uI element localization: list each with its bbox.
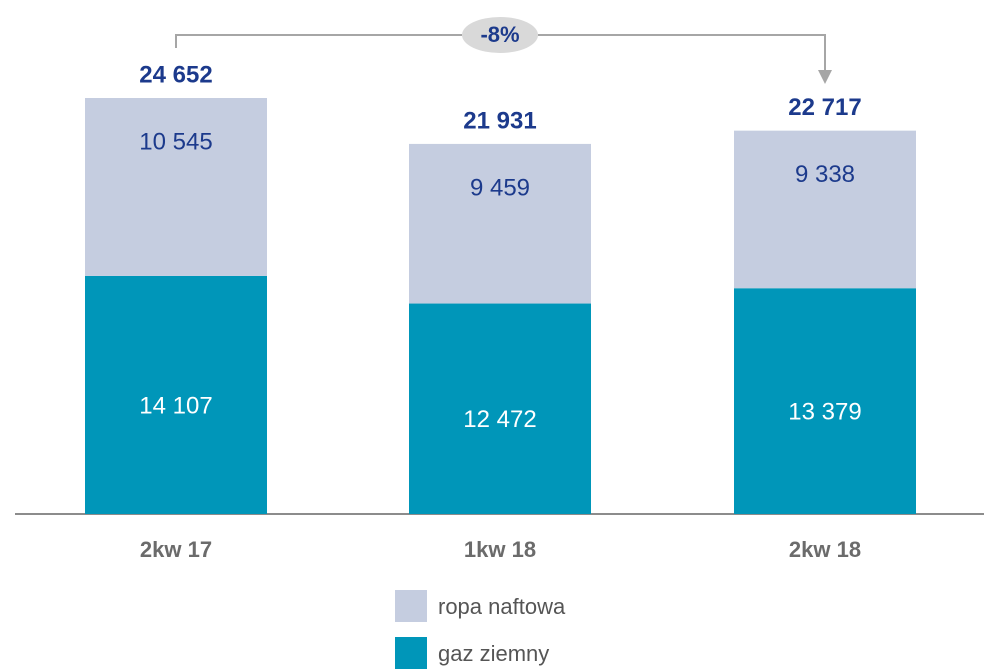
- bar-segment: [409, 303, 591, 514]
- value-label: 12 472: [463, 406, 536, 433]
- change-label: -8%: [480, 22, 519, 47]
- bar-segment: [734, 288, 916, 514]
- value-label: 13 379: [788, 398, 861, 425]
- change-oval: [462, 17, 538, 53]
- x-tick-label: 2kw 18: [789, 537, 861, 562]
- value-label: 9 338: [795, 161, 855, 188]
- value-label: 9 459: [470, 174, 530, 201]
- bar-segment: [85, 98, 267, 276]
- bar-segment: [409, 143, 591, 304]
- legend-label: ropa naftowa: [438, 594, 566, 619]
- total-label: 24 652: [139, 61, 212, 88]
- legend-swatch: [395, 637, 427, 669]
- x-tick-label: 2kw 17: [140, 537, 212, 562]
- value-label: 10 545: [139, 128, 212, 155]
- legend-label: gaz ziemny: [438, 641, 549, 666]
- legend-swatch: [395, 590, 427, 622]
- total-label: 22 717: [788, 94, 861, 121]
- bar-segment: [85, 275, 267, 514]
- bar-segment: [734, 130, 916, 289]
- change-arrow: [818, 70, 832, 84]
- x-tick-label: 1kw 18: [464, 537, 536, 562]
- change-bracket: [175, 34, 826, 72]
- value-label: 14 107: [139, 392, 212, 419]
- total-label: 21 931: [463, 107, 536, 134]
